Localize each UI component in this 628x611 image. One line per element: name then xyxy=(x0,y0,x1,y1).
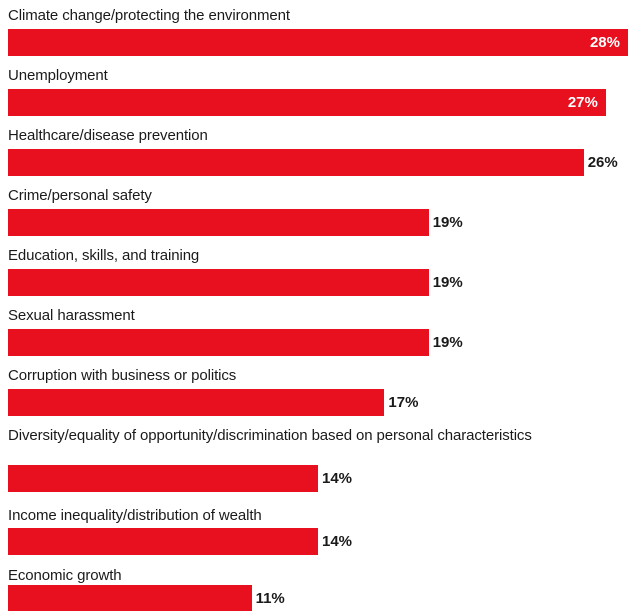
value-label: 14% xyxy=(322,528,352,555)
bar xyxy=(8,149,584,176)
value-label: 28% xyxy=(8,29,620,56)
value-label: 14% xyxy=(322,465,352,492)
category-label: Education, skills, and training xyxy=(8,247,608,265)
value-label: 11% xyxy=(256,585,285,611)
category-label: Corruption with business or politics xyxy=(8,367,608,385)
bar xyxy=(8,389,384,416)
category-label: Unemployment xyxy=(8,67,608,85)
category-label: Healthcare/disease prevention xyxy=(8,127,608,145)
value-label: 19% xyxy=(433,209,463,236)
bar xyxy=(8,465,318,492)
category-label: Income inequality/distribution of wealth xyxy=(8,507,608,525)
category-label: Diversity/equality of opportunity/discri… xyxy=(8,427,608,445)
value-label: 26% xyxy=(588,149,618,176)
category-label: Crime/personal safety xyxy=(8,187,608,205)
bar xyxy=(8,329,429,356)
value-label: 19% xyxy=(433,329,463,356)
category-label: Economic growth xyxy=(8,567,608,585)
bar xyxy=(8,528,318,555)
bar xyxy=(8,209,429,236)
category-label: Sexual harassment xyxy=(8,307,608,325)
value-label: 17% xyxy=(388,389,418,416)
bar xyxy=(8,585,252,611)
value-label: 19% xyxy=(433,269,463,296)
bar xyxy=(8,269,429,296)
category-label: Climate change/protecting the environmen… xyxy=(8,7,608,25)
value-label: 27% xyxy=(8,89,598,116)
